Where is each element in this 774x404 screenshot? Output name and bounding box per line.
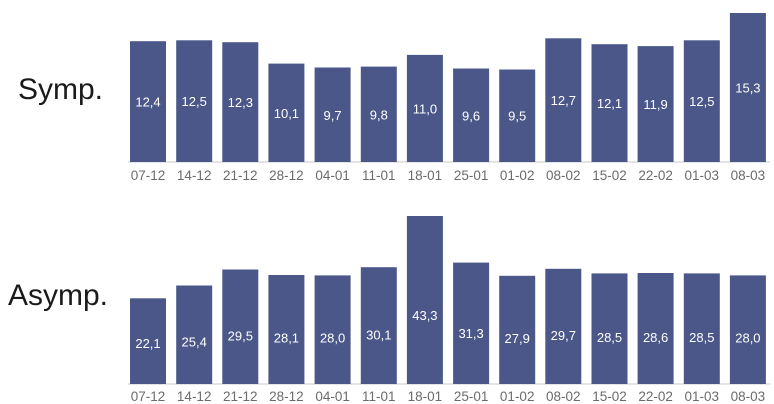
symp-tick-label: 25-01 bbox=[454, 168, 489, 183]
symp-bar-25-01 bbox=[453, 68, 490, 162]
asymp-bar-01-02 bbox=[499, 275, 536, 384]
asymp-value-label: 27,9 bbox=[505, 331, 530, 346]
symp-bar-04-01 bbox=[314, 67, 351, 162]
asymp-bar-08-02 bbox=[545, 268, 582, 384]
symp-value-label: 12,5 bbox=[182, 94, 207, 109]
asymp-bar-21-12 bbox=[222, 269, 259, 384]
symp-bar-11-01 bbox=[360, 66, 397, 162]
asymp-bars bbox=[130, 216, 766, 384]
asymp-value-labels: 22,1 25,4 29,5 28,1 28,0 30,1 43,3 31,3 27,9 29,7… bbox=[135, 308, 760, 351]
symp-bar-07-12 bbox=[130, 41, 166, 163]
symp-bar-28-12 bbox=[268, 63, 305, 162]
symp-bar-21-12 bbox=[222, 42, 259, 163]
asymp-bar-22-02 bbox=[637, 273, 674, 384]
asymp-value-label: 28,1 bbox=[274, 331, 299, 346]
symp-value-label: 15,3 bbox=[735, 81, 760, 96]
symp-value-label: 9,8 bbox=[370, 107, 388, 122]
symp-tick-label: 15-02 bbox=[592, 168, 627, 183]
asymp-value-label: 22,1 bbox=[135, 336, 160, 351]
symp-bar-08-02 bbox=[545, 38, 582, 162]
asymp-bar-18-01 bbox=[406, 216, 443, 384]
symp-tick-label: 21-12 bbox=[223, 168, 258, 183]
symp-tick-label: 08-03 bbox=[731, 168, 766, 183]
symp-tick-label: 07-12 bbox=[131, 168, 166, 183]
asymp-chart: Asymp. 22,1 25,4 29,5 28,1 28,0 30,143,331,3 2… bbox=[8, 216, 770, 404]
symp-bar-01-02 bbox=[499, 69, 536, 162]
asymp-tick-label: 08-02 bbox=[546, 389, 581, 404]
symp-tick-label: 08-02 bbox=[546, 168, 581, 183]
symp-tick-label: 18-01 bbox=[408, 168, 443, 183]
asymp-tick-label: 15-02 bbox=[592, 389, 627, 404]
symp-value-label: 11,0 bbox=[413, 101, 437, 116]
asymp-value-label: 43,3 bbox=[412, 308, 437, 323]
symp-value-label: 12,1 bbox=[597, 96, 622, 111]
asymp-value-label: 31,3 bbox=[458, 326, 483, 341]
symp-tick-label: 04-01 bbox=[315, 168, 350, 183]
symp-tick-labels: 07-12 14-12 21-12 28-12 04-01 11-01 18-01 25-01… bbox=[131, 168, 765, 183]
asymp-tick-label: 21-12 bbox=[223, 389, 258, 404]
asymp-bar-07-12 bbox=[130, 298, 166, 384]
symp-tick-label: 01-02 bbox=[500, 168, 535, 183]
asymp-bar-11-01 bbox=[360, 267, 397, 384]
symp-value-label: 12,5 bbox=[689, 94, 714, 109]
asymp-tick-label: 14-12 bbox=[177, 389, 212, 404]
symp-bar-15-02 bbox=[591, 44, 628, 163]
symp-tick-label: 14-12 bbox=[177, 168, 212, 183]
asymp-bar-14-12 bbox=[176, 285, 213, 384]
asymp-value-label: 30,1 bbox=[366, 328, 391, 343]
asymp-bar-15-02 bbox=[591, 273, 628, 384]
symp-value-label: 9,7 bbox=[324, 108, 342, 123]
asymp-tick-label: 22-02 bbox=[638, 389, 673, 404]
symp-tick-label: 22-02 bbox=[638, 168, 673, 183]
symp-bar-22-02 bbox=[637, 46, 674, 162]
symp-bar-18-01 bbox=[406, 54, 443, 162]
symp-value-label: 12,7 bbox=[551, 93, 576, 108]
symp-value-label: 10,1 bbox=[274, 106, 299, 121]
asymp-value-label: 28,0 bbox=[735, 331, 760, 346]
asymp-tick-labels: 07-12 14-12 21-12 28-12 04-01 11-01 18-01 25-01… bbox=[131, 389, 765, 404]
asymp-value-label: 28,5 bbox=[597, 330, 622, 345]
asymp-tick-label: 08-03 bbox=[731, 389, 766, 404]
asymp-value-label: 28,5 bbox=[689, 330, 714, 345]
symp-value-label: 11,9 bbox=[643, 97, 667, 112]
symp-bar-08-03 bbox=[729, 13, 766, 162]
asymp-tick-label: 11-01 bbox=[362, 389, 396, 404]
symp-value-labels: 12,4 12,5 12,3 10,1 9,7 9,8 11,0 9,6 9,5 12,7 12,1… bbox=[135, 81, 760, 124]
asymp-tick-label: 25-01 bbox=[454, 389, 489, 404]
symp-tick-label: 01-03 bbox=[685, 168, 720, 183]
symp-tick-label: 28-12 bbox=[269, 168, 304, 183]
symp-chart: Symp. 12,4 12,5 12,310,1 9,7 9,8 11,0 9,6 9,512… bbox=[18, 13, 770, 183]
asymp-bar-25-01 bbox=[453, 262, 490, 384]
asymp-value-label: 28,6 bbox=[643, 330, 668, 345]
asymp-row-label: Asymp. bbox=[8, 279, 108, 312]
symp-row-label: Symp. bbox=[18, 73, 103, 106]
asymp-bar-04-01 bbox=[314, 275, 351, 384]
asymp-bar-01-03 bbox=[683, 273, 720, 384]
asymp-value-label: 25,4 bbox=[182, 335, 207, 350]
asymp-tick-label: 18-01 bbox=[408, 389, 443, 404]
symp-value-label: 12,3 bbox=[228, 95, 253, 110]
asymp-value-label: 29,7 bbox=[551, 328, 576, 343]
asymp-tick-label: 01-03 bbox=[685, 389, 720, 404]
asymp-value-label: 28,0 bbox=[320, 331, 345, 346]
symp-bar-14-12 bbox=[176, 40, 213, 162]
symp-value-label: 9,6 bbox=[462, 108, 480, 123]
asymp-bar-28-12 bbox=[268, 275, 305, 384]
symp-bar-01-03 bbox=[683, 40, 720, 162]
asymp-tick-label: 28-12 bbox=[269, 389, 304, 404]
symp-bars bbox=[130, 13, 766, 163]
asymp-value-label: 29,5 bbox=[228, 329, 253, 344]
asymp-tick-label: 04-01 bbox=[315, 389, 350, 404]
asymp-bar-08-03 bbox=[729, 275, 766, 384]
asymp-tick-label: 01-02 bbox=[500, 389, 535, 404]
asymp-tick-label: 07-12 bbox=[131, 389, 166, 404]
symp-value-label: 9,5 bbox=[508, 109, 526, 124]
symp-value-label: 12,4 bbox=[135, 95, 160, 110]
symp-tick-label: 11-01 bbox=[362, 168, 396, 183]
